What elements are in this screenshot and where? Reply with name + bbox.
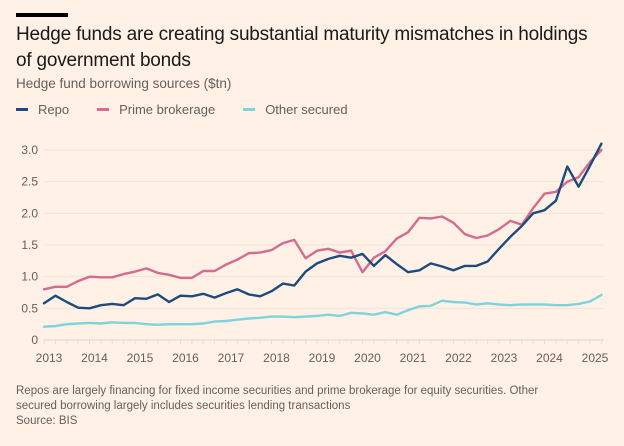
x-tick-label: 2017 — [218, 351, 245, 365]
line-chart: 0 0.5 1.0 1.5 2.0 2.5 3.0 2013 2014 2015 2016 2017 2… — [21, 142, 609, 365]
source-note: Source: BIS — [16, 415, 78, 427]
x-tick-label: 2018 — [263, 351, 290, 365]
y-tick-label: 1.5 — [21, 238, 38, 252]
x-tick-label: 2021 — [400, 351, 427, 365]
legend-swatch-other-secured — [243, 108, 256, 111]
y-tick-label: 2.0 — [21, 206, 38, 220]
chart-subtitle: Hedge fund borrowing sources ($tn) — [16, 76, 232, 91]
y-tick-label: 1.0 — [21, 270, 38, 284]
brand-bar — [16, 13, 68, 17]
y-tick-label: 0.5 — [21, 301, 38, 315]
x-tick-label: 2019 — [309, 351, 336, 365]
x-tick-label: 2015 — [127, 351, 154, 365]
x-tick-label: 2023 — [491, 351, 518, 365]
x-tick-label: 2014 — [81, 351, 108, 365]
footnote-line-1: Repos are largely financing for fixed in… — [16, 385, 539, 397]
chart-title: Hedge funds are creating substantial mat… — [16, 24, 588, 71]
x-tick-label: 2013 — [36, 351, 63, 365]
x-tick-label: 2024 — [536, 351, 563, 365]
y-tick-label: 3.0 — [21, 143, 38, 157]
legend-label-prime-brokerage: Prime brokerage — [119, 102, 216, 117]
legend-item-repo: Repo — [16, 102, 69, 117]
x-tick-label: 2020 — [354, 351, 381, 365]
series-line-prime-brokerage — [42, 148, 603, 291]
footnote-line-2: secured borrowing largely includes secur… — [16, 400, 351, 412]
legend-label-repo: Repo — [38, 102, 70, 117]
legend-swatch-prime-brokerage — [97, 108, 110, 111]
x-tick-label: 2025 — [582, 351, 609, 365]
legend: Repo Prime brokerage Other secured — [16, 102, 348, 117]
y-tick-label: 0 — [31, 333, 38, 347]
legend-item-prime-brokerage: Prime brokerage — [97, 102, 215, 117]
x-tick-label: 2016 — [172, 351, 199, 365]
series-line-repo — [42, 142, 603, 310]
legend-item-other-secured: Other secured — [243, 102, 348, 117]
legend-label-other-secured: Other secured — [265, 102, 348, 117]
x-tick-label: 2022 — [445, 351, 472, 365]
y-tick-label: 2.5 — [21, 175, 38, 189]
legend-swatch-repo — [16, 108, 28, 111]
series-line-other-secured — [42, 293, 603, 328]
chart-footer: Repos are largely financing for fixed in… — [16, 384, 616, 429]
